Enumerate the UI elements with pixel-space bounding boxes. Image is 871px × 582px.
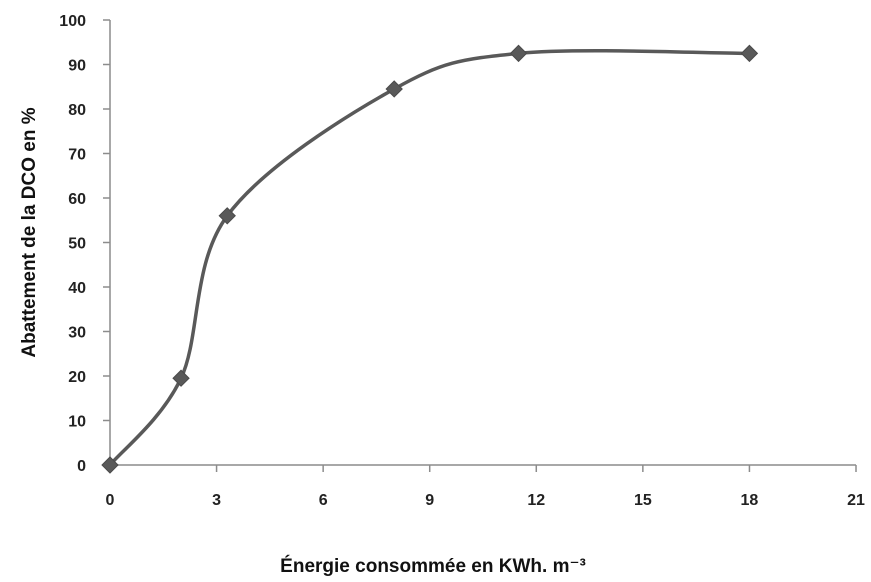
series-layer <box>101 44 759 474</box>
x-tick-label: 21 <box>847 492 865 509</box>
data-point-marker <box>385 80 403 98</box>
axes <box>109 20 856 466</box>
y-tick-label: 20 <box>68 369 86 386</box>
data-point-marker <box>172 369 190 387</box>
y-axis-title: Abattement de la DCO en % <box>19 107 40 357</box>
x-tick-label: 3 <box>212 492 221 509</box>
y-tick-label: 40 <box>68 280 86 297</box>
y-tick-label: 90 <box>68 58 86 75</box>
x-tick-label: 12 <box>527 492 545 509</box>
x-tick-label: 0 <box>106 492 115 509</box>
x-tick-label: 18 <box>741 492 759 509</box>
data-point-marker <box>740 44 759 63</box>
y-tick-label: 70 <box>68 147 86 164</box>
series-line <box>108 48 752 467</box>
ticks: 0 3 6 9 12 15 18 21 0 10 20 30 40 50 60 70 80 90 100 <box>59 13 865 509</box>
data-point-marker <box>218 207 236 225</box>
x-tick-label: 6 <box>319 492 328 509</box>
y-tick-label: 0 <box>77 458 86 475</box>
y-tick-label: 50 <box>68 236 86 253</box>
y-tick-label: 60 <box>68 191 86 208</box>
x-axis-title: Énergie consommée en KWh. m⁻³ <box>280 555 586 577</box>
y-tick-label: 100 <box>59 13 86 30</box>
data-point-marker <box>101 456 119 474</box>
y-tick-label: 10 <box>68 414 86 431</box>
x-tick-label: 15 <box>634 492 652 509</box>
y-tick-label: 30 <box>68 325 86 342</box>
x-tick-label: 9 <box>425 492 434 509</box>
y-tick-label: 80 <box>68 102 86 119</box>
data-point-marker <box>509 44 528 63</box>
